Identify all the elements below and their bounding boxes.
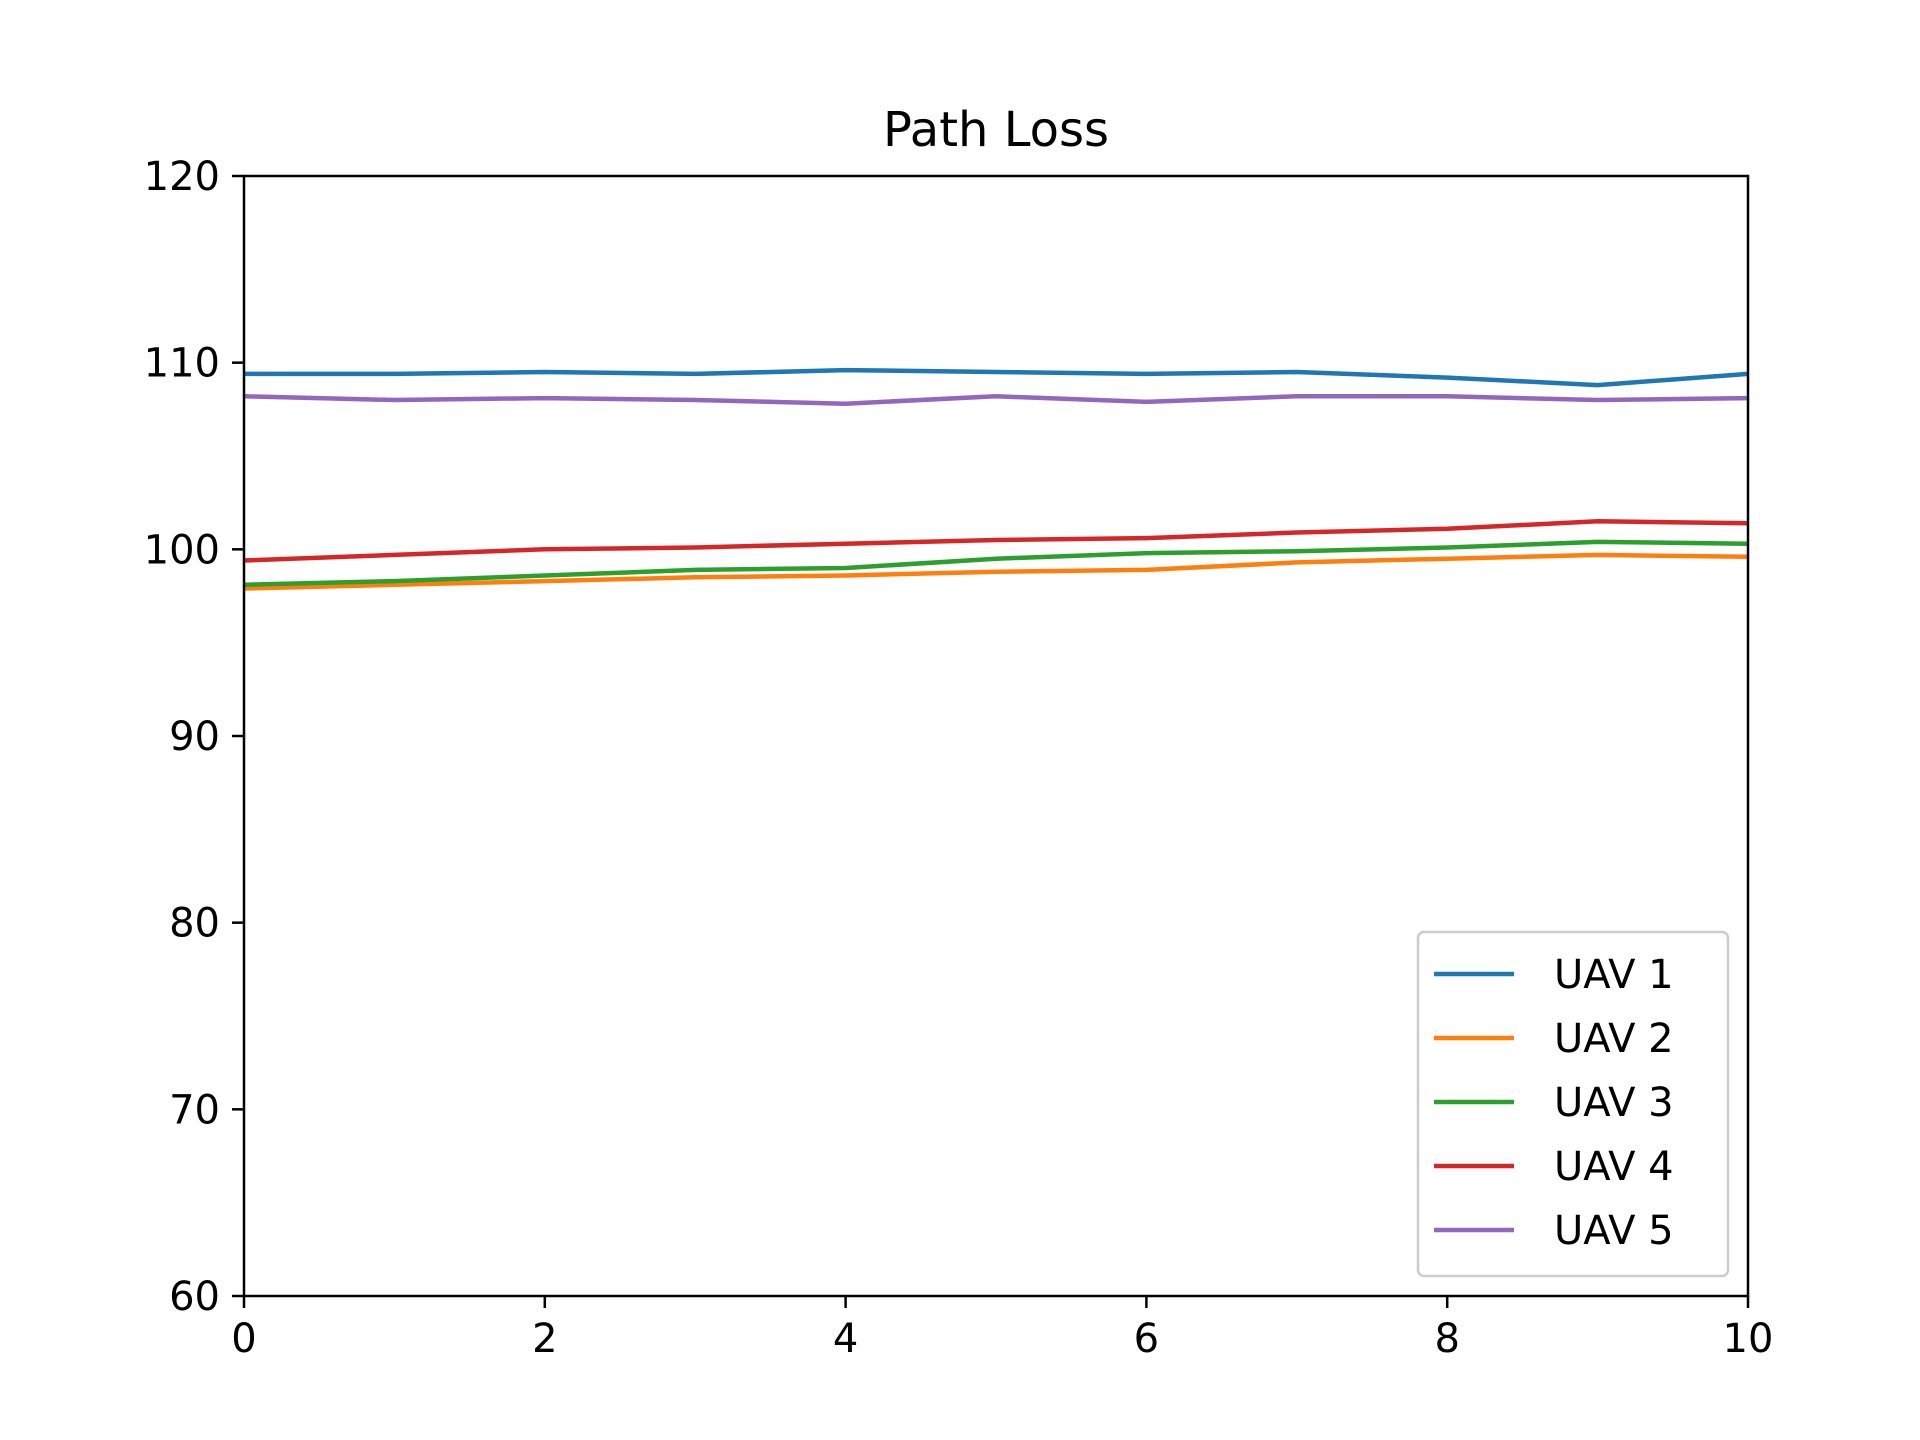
y-tick-label: 70 (169, 1087, 220, 1133)
axis-ticks: 0 2 4 6 8 10 60 70 80 90 100 110 120 (144, 154, 1774, 1362)
legend-box (1416, 930, 1730, 1278)
x-tick-label: 4 (833, 1316, 858, 1362)
y-tick-label: 120 (144, 154, 220, 200)
x-tick-label: 0 (231, 1316, 256, 1362)
legend-label: UAV 3 (1554, 1080, 1674, 1126)
legend-label: UAV 4 (1554, 1144, 1674, 1190)
series-line-3 (243, 539, 1749, 588)
x-tick-label: 2 (532, 1316, 557, 1362)
legend-label: UAV 2 (1554, 1016, 1674, 1062)
series-line-5 (243, 394, 1749, 406)
y-tick-label: 100 (144, 527, 220, 573)
y-tick-label: 110 (144, 341, 220, 387)
legend: UAV 1 UAV 2 UAV 3 UAV 4 UAV 5 (1416, 930, 1730, 1278)
x-tick-label: 6 (1134, 1316, 1159, 1362)
y-tick-label: 90 (169, 714, 220, 760)
x-tick-label: 8 (1434, 1316, 1459, 1362)
x-tick-label: 10 (1723, 1316, 1774, 1362)
series-line-2 (243, 552, 1749, 591)
legend-label: UAV 5 (1554, 1208, 1674, 1254)
y-tick-label: 80 (169, 901, 220, 947)
chart-title: Path Loss (883, 102, 1109, 158)
series-line-4 (243, 519, 1749, 563)
series-line-1 (244, 367, 1749, 388)
legend-label: UAV 1 (1554, 952, 1674, 998)
series-lines (243, 367, 1749, 591)
y-tick-label: 60 (169, 1274, 220, 1320)
